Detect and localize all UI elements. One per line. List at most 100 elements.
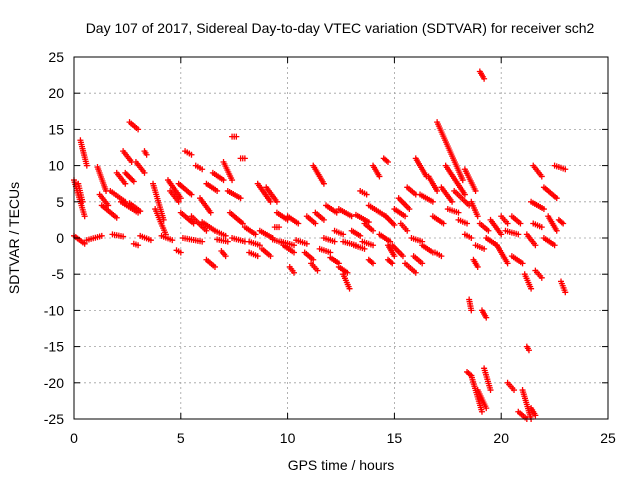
data-point [267, 253, 274, 260]
data-point [478, 408, 485, 415]
data-point [312, 220, 319, 227]
data-point [122, 180, 129, 187]
data-point [239, 220, 246, 227]
data-point [295, 220, 302, 227]
data-point [525, 347, 532, 354]
data-point [363, 191, 370, 198]
data-point [389, 260, 396, 267]
data-point [252, 231, 259, 238]
data-point [291, 269, 298, 276]
data-point [220, 177, 227, 184]
data-point [504, 220, 511, 227]
x-tick-label: 0 [70, 430, 78, 446]
data-point [474, 213, 481, 220]
data-point [528, 285, 535, 292]
data-point [562, 166, 569, 173]
data-point [562, 289, 569, 296]
data-point [370, 227, 377, 234]
data-point [370, 242, 377, 249]
data-point [169, 237, 176, 244]
data-point [357, 232, 364, 239]
data-point [224, 238, 231, 245]
data-point [273, 198, 280, 205]
data-point [449, 198, 456, 205]
y-tick-label: 15 [48, 121, 64, 137]
data-point [406, 206, 413, 213]
data-point [254, 253, 261, 260]
data-point [188, 151, 195, 158]
y-tick-label: 25 [48, 49, 64, 65]
data-point [348, 213, 355, 220]
data-point [498, 231, 505, 238]
data-point [504, 260, 511, 267]
data-point [81, 240, 88, 247]
data-point [175, 198, 182, 205]
data-point [314, 267, 321, 274]
data-point [404, 227, 411, 234]
data-point [551, 242, 558, 249]
data-point [464, 220, 471, 227]
data-point [267, 198, 274, 205]
data-point [412, 269, 419, 276]
x-axis-label: GPS time / hours [288, 457, 395, 473]
data-point [130, 178, 137, 185]
data-point [147, 237, 154, 244]
data-point [98, 232, 105, 239]
data-point [560, 220, 567, 227]
data-point [538, 224, 545, 231]
data-point [540, 206, 547, 213]
data-point [487, 387, 494, 394]
chart-title: Day 107 of 2017, Sidereal Day-to-day VTE… [86, 20, 595, 36]
data-point [399, 253, 406, 260]
data-point [105, 202, 112, 209]
x-tick-label: 15 [387, 430, 403, 446]
x-tick-label: 20 [493, 430, 509, 446]
data-point [519, 260, 526, 267]
data-point [387, 238, 394, 245]
y-tick-label: -10 [44, 302, 64, 318]
axis-ticks [73, 56, 609, 420]
data-point [177, 249, 184, 256]
data-point [331, 238, 338, 245]
data-point [199, 238, 206, 245]
y-tick-label: 20 [48, 85, 64, 101]
data-point [429, 198, 436, 205]
y-tick-labels: 25 20 15 10 5 0 -5 -10 -15 -20 -25 [44, 49, 64, 427]
data-point [83, 162, 90, 169]
y-tick-label: 0 [56, 230, 64, 246]
data-point [340, 231, 347, 238]
data-point [459, 177, 466, 184]
data-point [237, 195, 244, 202]
data-point [370, 260, 377, 267]
data-point [461, 191, 468, 198]
data-point [391, 221, 398, 228]
data-point [188, 191, 195, 198]
y-tick-label: -25 [44, 411, 64, 427]
data-point [135, 242, 142, 249]
data-point [474, 263, 481, 270]
data-point [346, 285, 353, 292]
data-point [120, 233, 127, 240]
data-point [199, 166, 206, 173]
grid-lines [74, 57, 608, 419]
data-point [81, 213, 88, 220]
data-point [485, 227, 492, 234]
x-tick-labels: 0 5 10 15 20 25 [70, 430, 616, 446]
data-point [455, 209, 462, 216]
data-point [384, 158, 391, 165]
data-point [434, 187, 441, 194]
x-tick-label: 5 [177, 430, 185, 446]
data-point [211, 263, 218, 270]
data-point [256, 242, 263, 249]
data-point [468, 235, 475, 241]
data-point [532, 412, 539, 419]
data-point [229, 177, 236, 184]
x-tick-label: 25 [600, 430, 616, 446]
data-point [207, 209, 214, 216]
data-point [291, 242, 298, 249]
data-point [203, 227, 210, 234]
data-point [440, 220, 447, 227]
data-point [402, 213, 409, 220]
data-point [483, 405, 490, 412]
data-point [553, 227, 560, 234]
